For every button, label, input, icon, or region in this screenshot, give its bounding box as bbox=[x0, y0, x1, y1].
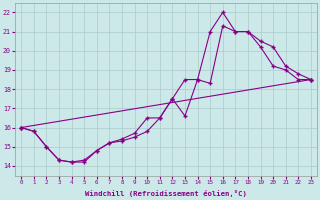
X-axis label: Windchill (Refroidissement éolien,°C): Windchill (Refroidissement éolien,°C) bbox=[85, 190, 247, 197]
